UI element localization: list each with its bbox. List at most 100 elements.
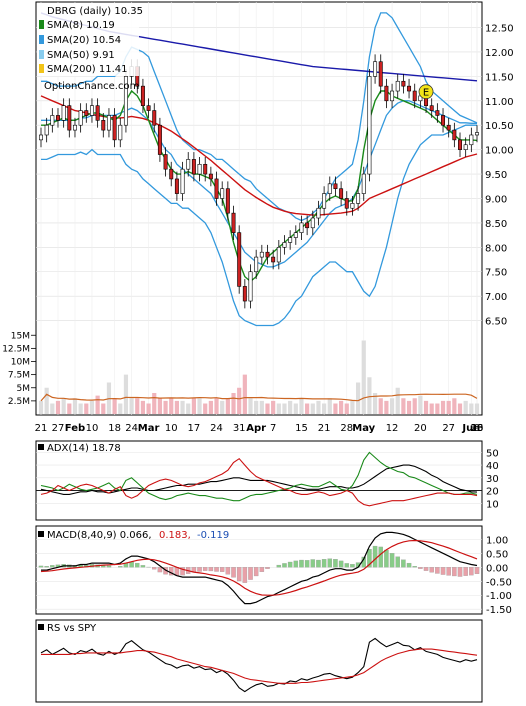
macd-histogram-bar [406, 562, 412, 568]
x-axis-label: 23 [471, 423, 484, 434]
volume-bar [220, 400, 225, 414]
macd-histogram-bar [463, 567, 468, 576]
volume-bar [440, 400, 446, 414]
candle-body [271, 256, 276, 263]
rs-label: RS vs SPY [47, 623, 97, 634]
signal-line [40, 539, 478, 596]
candle-body [174, 178, 179, 194]
volume-bar [254, 400, 259, 414]
volume-bar [395, 387, 400, 414]
macd-histogram-bar [469, 567, 474, 576]
volume-bar [123, 374, 129, 414]
candle-body [84, 110, 89, 116]
adx-lines [36, 451, 482, 507]
macd-histogram-bar [367, 549, 372, 568]
volume-bar [242, 374, 247, 414]
volume-bar [293, 403, 298, 414]
macd-histogram-bar [259, 567, 265, 572]
price-y-tick-label: 8.00 [485, 243, 507, 254]
volume-bar [152, 393, 157, 414]
macd-histogram-bar [378, 546, 383, 568]
candle-body [186, 159, 191, 170]
volume-bar [401, 398, 406, 414]
candle-body [191, 159, 196, 175]
legend-label-sma20: SMA(20) 10.54 [47, 35, 121, 46]
candle-body [118, 124, 123, 141]
volume-bar [446, 400, 451, 414]
volume-y-tick-label: 2.5M [8, 397, 30, 407]
volume-bar [378, 398, 383, 414]
volume-bar [406, 400, 412, 414]
rs_avg-line [41, 648, 478, 684]
volume-bar [384, 400, 389, 414]
macd-histogram-bar [293, 560, 299, 568]
x-axis-label: 15 [295, 423, 308, 434]
candle-body [322, 193, 327, 209]
volume-bar [367, 377, 372, 414]
candle-body [78, 110, 83, 126]
x-axis-label: 24 [125, 423, 138, 434]
volume-bar [305, 403, 310, 414]
macd-y-ticks: 1.00 0.50 0.00 -0.50 -1.00 -1.50 [486, 535, 512, 616]
legend-label-sma50: SMA(50) 9.91 [47, 50, 115, 61]
macd-histogram-bar [310, 559, 316, 568]
x-axis-label: 30 [471, 423, 484, 434]
minus_di-line [40, 457, 478, 507]
macd-histogram-bar [50, 565, 55, 568]
volume-bar [231, 393, 236, 414]
candle-body [89, 105, 94, 116]
panel-y-tick-label: 1.00 [486, 535, 508, 546]
panel-y-tick-label: -1.50 [486, 605, 512, 616]
price-gridlines [36, 2, 482, 415]
macd-histogram-label: -0.119 [197, 530, 229, 541]
macd-histogram-bar [429, 567, 434, 573]
candle-body [441, 115, 446, 126]
x-axis-label: 9 [474, 423, 480, 434]
volume-bar [55, 400, 61, 414]
macd-histogram-bar [231, 567, 236, 578]
macd-histogram-bar [135, 562, 140, 568]
macd-histogram-bar [106, 565, 112, 568]
price-y-tick-label: 7.50 [485, 268, 507, 279]
volume-bar [389, 398, 395, 414]
candle-body [344, 198, 349, 209]
volume-bar [186, 403, 191, 414]
x-axis-label: 20 [414, 423, 427, 434]
candle-body [429, 105, 434, 111]
price-y-tick-label: 12.00 [485, 48, 514, 59]
candle-body [95, 105, 100, 121]
volume-bar [101, 403, 106, 414]
x-axis-label: 12 [386, 423, 399, 434]
candle-body [72, 124, 77, 131]
volume-bar [203, 403, 208, 414]
macd-histogram-bar [474, 567, 480, 574]
volume-bar [50, 403, 55, 414]
macd-histogram-bar [236, 567, 242, 582]
macd-histogram-bar [316, 559, 321, 568]
volume-bar [372, 393, 378, 414]
volume-y-ticks: 15M 12.5M 10M 7.5M 5M 2.5M [2, 331, 36, 407]
candle-body [384, 85, 389, 102]
x-axis-label: Jun [461, 423, 480, 434]
macd-histogram-bar [446, 567, 451, 576]
candle-body [163, 154, 168, 170]
candle-body [458, 139, 462, 150]
x-axis-label: 10 [165, 423, 178, 434]
candle-body [106, 115, 111, 131]
candle-body [293, 232, 298, 238]
macd-histogram-bar [412, 566, 417, 568]
x-axis-label: 21 [318, 423, 331, 434]
candle-body [282, 242, 287, 248]
volume-bar [197, 398, 202, 414]
macd-histogram-bar [140, 565, 146, 568]
earnings-marker-circle [418, 84, 434, 100]
price-y-tick-label: 12.50 [485, 24, 514, 35]
x-axis-label: May [352, 423, 375, 434]
macd-histogram-bar [384, 549, 389, 568]
panel-y-tick-label: 0.00 [486, 563, 508, 574]
candle-body [67, 105, 72, 131]
volume-bar [146, 403, 151, 414]
candle-body [327, 183, 332, 194]
candle-body [56, 115, 60, 121]
candle-body [197, 163, 202, 175]
